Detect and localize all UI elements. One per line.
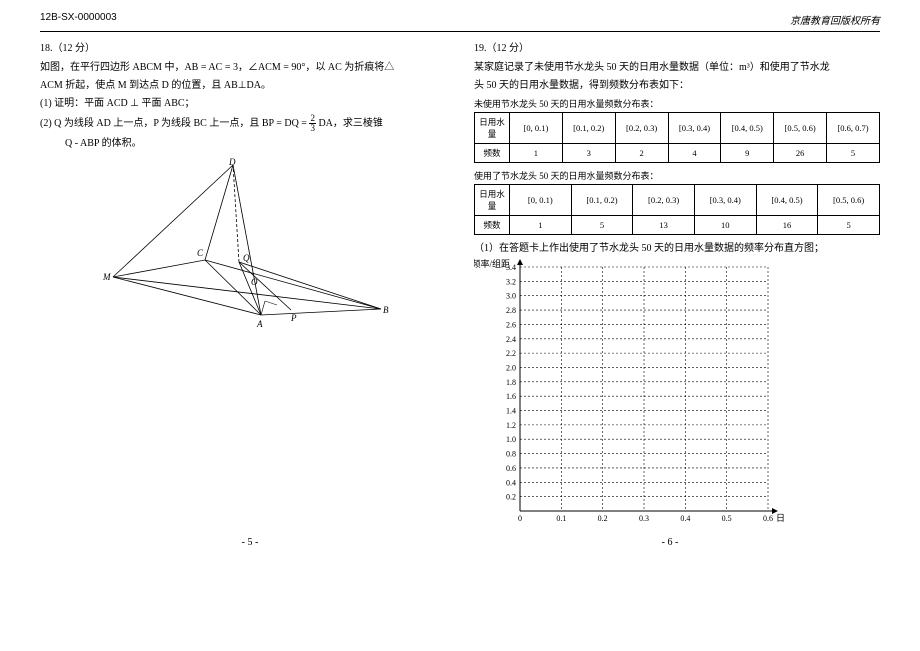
- doc-id: 12B-SX-0000003: [40, 12, 117, 27]
- bin-cell: [0.4, 0.5): [721, 113, 774, 144]
- ytick: 1.2: [506, 421, 516, 430]
- ytick: 2.4: [506, 335, 516, 344]
- freq-cell: 13: [633, 216, 695, 235]
- freq-cell: 10: [694, 216, 756, 235]
- freq-cell: 1: [510, 216, 572, 235]
- column-left: 18.（12 分） 如图，在平行四边形 ABCM 中，AB = AC = 3，∠…: [40, 38, 446, 529]
- page-5: - 5 -: [242, 537, 259, 548]
- label-C: C: [197, 248, 204, 258]
- label-B: B: [383, 305, 389, 315]
- bin-cell: [0.6, 0.7): [827, 113, 880, 144]
- row-header-bins: 日用水量: [475, 113, 510, 144]
- ytick: 2.2: [506, 349, 516, 358]
- freq-cell: 9: [721, 144, 774, 163]
- ytick: 0.4: [506, 478, 516, 487]
- label-M: M: [102, 272, 111, 282]
- q19-sub1: （1）在答题卡上作出使用了节水龙头 50 天的日用水量数据的频率分布直方图；: [474, 241, 880, 256]
- q19-intro2: 头 50 天的日用水量数据，得到频数分布表如下：: [474, 78, 880, 93]
- bin-cell: [0.3, 0.4): [694, 185, 756, 216]
- ytick: 0.8: [506, 450, 516, 459]
- ytick: 3.0: [506, 292, 516, 301]
- q18-sub1: (1) 证明：平面 ACD ⊥ 平面 ABC；: [40, 96, 446, 111]
- freq-cell: 26: [774, 144, 827, 163]
- ytick: 2.0: [506, 363, 516, 372]
- freq-cell: 5: [818, 216, 880, 235]
- copyright: 京唐教育回版权所有: [790, 12, 880, 27]
- q18-sub2a: (2) Q 为线段 AD 上一点，P 为线段 BC 上一点，且 BP = DQ …: [40, 118, 309, 129]
- label-O: O: [251, 277, 258, 287]
- bin-cell: [0.2, 0.3): [615, 113, 668, 144]
- q19-histogram-grid: 0.2 0.4 0.6 0.8 1.0 1.2 1.4 1.6 1.8 2.0 2.2 2.4 2.6 2…: [474, 259, 784, 529]
- label-Q: Q: [243, 253, 250, 263]
- label-P: P: [290, 313, 297, 323]
- bin-cell: [0.1, 0.2): [571, 185, 633, 216]
- q18-sub2b: DA，求三棱锥: [318, 118, 382, 129]
- freq-cell: 2: [615, 144, 668, 163]
- row-header-bins: 日用水量: [475, 185, 510, 216]
- freq-cell: 16: [756, 216, 818, 235]
- xtick: 0.3: [639, 514, 649, 523]
- row-header-freq: 频数: [475, 144, 510, 163]
- bin-cell: [0.5, 0.6): [774, 113, 827, 144]
- bin-cell: [0, 0.1): [510, 113, 563, 144]
- xtick: 0.6: [763, 514, 773, 523]
- ytick: 1.8: [506, 378, 516, 387]
- xtick: 0.2: [598, 514, 608, 523]
- xtick: 0.4: [680, 514, 690, 523]
- q18-line2: ACM 折起，使点 M 到达点 D 的位置，且 AB⊥DA。: [40, 78, 446, 93]
- table-no-saver: 日用水量[0, 0.1)[0.1, 0.2)[0.2, 0.3)[0.3, 0.…: [474, 112, 880, 163]
- label-A: A: [256, 319, 263, 329]
- freq-cell: 5: [827, 144, 880, 163]
- ytick: 1.4: [506, 407, 516, 416]
- q18-sub2c: Q - ABP 的体积。: [40, 136, 446, 151]
- freq-cell: 1: [510, 144, 563, 163]
- ytick: 2.8: [506, 306, 516, 315]
- freq-cell: 3: [562, 144, 615, 163]
- ytick: 1.0: [506, 435, 516, 444]
- header-rule: [40, 31, 880, 32]
- freq-cell: 5: [571, 216, 633, 235]
- bin-cell: [0, 0.1): [510, 185, 572, 216]
- ytick: 0.6: [506, 464, 516, 473]
- bin-cell: [0.4, 0.5): [756, 185, 818, 216]
- fraction-2-3: 23: [309, 114, 316, 133]
- ytick: 0.2: [506, 493, 516, 502]
- bin-cell: [0.3, 0.4): [668, 113, 721, 144]
- table2-caption: 使用了节水龙头 50 天的日用水量频数分布表：: [474, 169, 880, 182]
- q18-figure: M C D Q O A P B: [93, 157, 393, 347]
- ylabel: 频率/组距: [474, 259, 510, 269]
- page-6: - 6 -: [662, 537, 679, 548]
- ytick: 1.6: [506, 392, 516, 401]
- xtick: 0: [518, 514, 522, 523]
- table-with-saver: 日用水量[0, 0.1)[0.1, 0.2)[0.2, 0.3)[0.3, 0.…: [474, 184, 880, 235]
- xtick: 0.1: [556, 514, 566, 523]
- q19-title: 19.（12 分）: [474, 43, 529, 54]
- table1-caption: 未使用节水龙头 50 天的日用水量频数分布表：: [474, 97, 880, 110]
- q19-intro1: 某家庭记录了未使用节水龙头 50 天的日用水量数据（单位：m³）和使用了节水龙: [474, 60, 880, 75]
- bin-cell: [0.1, 0.2): [562, 113, 615, 144]
- column-right: 19.（12 分） 某家庭记录了未使用节水龙头 50 天的日用水量数据（单位：m…: [474, 38, 880, 529]
- ytick: 3.2: [506, 277, 516, 286]
- freq-cell: 4: [668, 144, 721, 163]
- q18-title: 18.（12 分）: [40, 43, 95, 54]
- q18-sub2: (2) Q 为线段 AD 上一点，P 为线段 BC 上一点，且 BP = DQ …: [40, 114, 446, 133]
- bin-cell: [0.5, 0.6): [818, 185, 880, 216]
- xtick: 0.5: [722, 514, 732, 523]
- label-D: D: [228, 157, 236, 167]
- q18-line1: 如图，在平行四边形 ABCM 中，AB = AC = 3，∠ACM = 90°，…: [40, 60, 446, 75]
- bin-cell: [0.2, 0.3): [633, 185, 695, 216]
- xlabel: 日用水量/m³: [776, 512, 784, 523]
- row-header-freq: 频数: [475, 216, 510, 235]
- ytick: 2.6: [506, 320, 516, 329]
